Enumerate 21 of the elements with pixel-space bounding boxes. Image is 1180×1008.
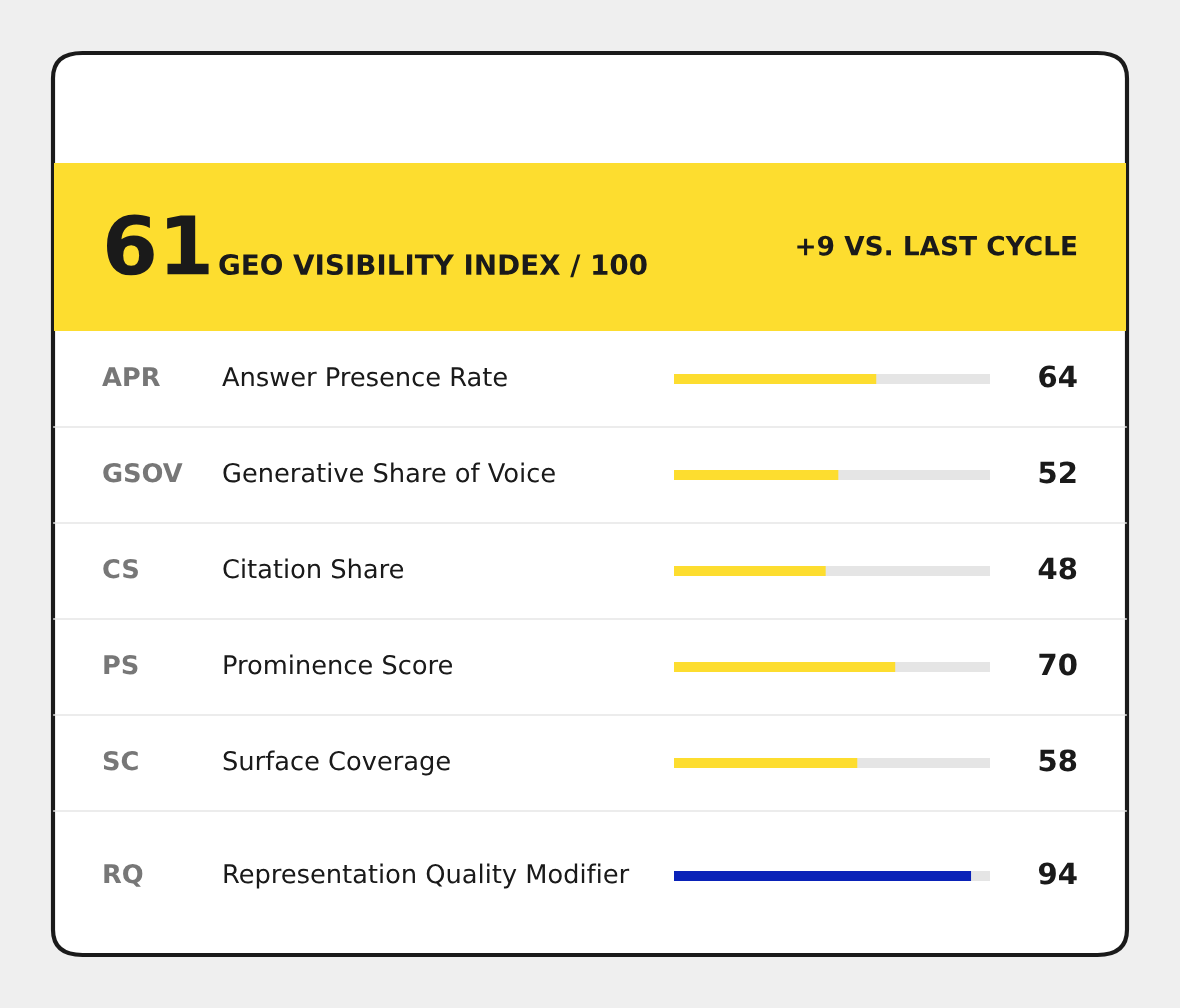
data-label: 58	[1039, 749, 1077, 772]
y2-tick-label: APR	[102, 367, 160, 387]
y2-tick-label: RQ	[104, 864, 143, 887]
y-tick-label: Citation Share	[223, 558, 404, 579]
data-label: 64	[1039, 365, 1077, 388]
y2-tick-label: SC	[103, 751, 138, 771]
data-label: 70	[1039, 653, 1077, 676]
y-tick-label: Generative Share of Voice	[223, 462, 555, 483]
y-tick-label: Answer Presence Rate	[222, 367, 507, 387]
y2-tick-label: PS	[104, 655, 138, 675]
y2-tick-label: CS	[103, 559, 138, 579]
text: GEO VISIBILITY INDEX / 100	[219, 254, 647, 278]
text: +9 VS. LAST CYCLE	[797, 235, 1077, 256]
y-tick-label: Representation Quality Modifier	[224, 863, 630, 889]
data-label: 48	[1038, 557, 1077, 580]
y-tick-label: Surface Coverage	[223, 750, 450, 776]
data-label: 94	[1038, 862, 1077, 885]
y2-tick-label: GSOV	[103, 463, 183, 483]
y-tick-label: Prominence Score	[224, 654, 452, 675]
chart-title: 61	[107, 214, 209, 276]
data-label: 52	[1039, 461, 1076, 484]
